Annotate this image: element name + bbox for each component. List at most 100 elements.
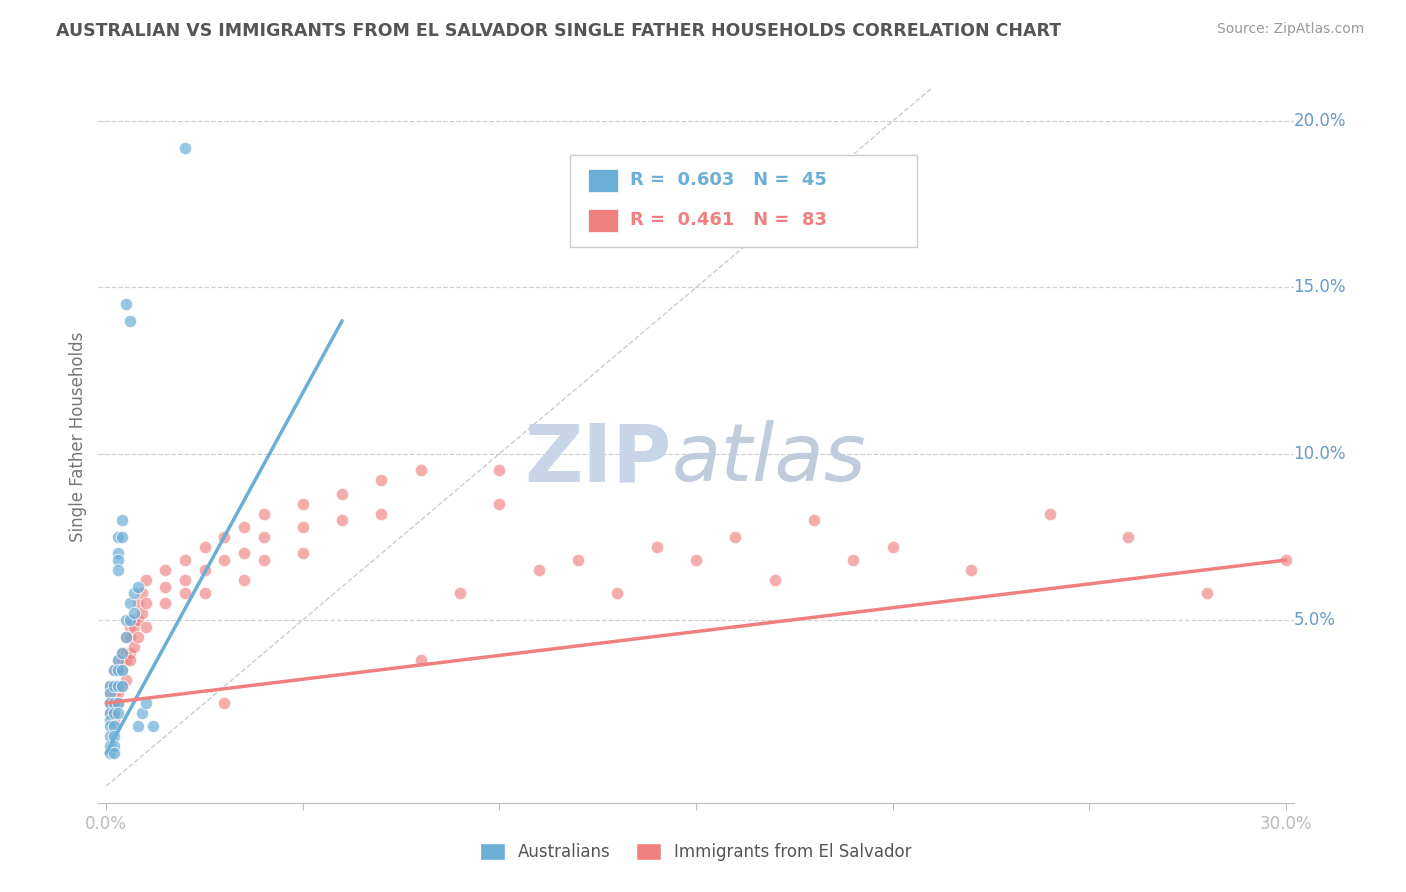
Point (155, 596, 177, 610)
Text: 15.0%: 15.0% (1294, 278, 1346, 296)
Point (107, 686, 129, 700)
Point (127, 580, 149, 594)
Point (115, 630, 138, 644)
Point (291, 497, 314, 511)
Point (115, 613, 138, 627)
Point (98, 739, 121, 754)
Point (842, 553, 865, 567)
Point (193, 586, 215, 600)
Point (98, 729, 121, 743)
Point (118, 619, 141, 633)
Point (115, 297, 138, 311)
Point (135, 596, 157, 610)
Point (212, 530, 235, 544)
Point (370, 473, 392, 487)
Point (111, 663, 134, 677)
Point (527, 563, 550, 577)
Point (98, 713, 121, 727)
Point (135, 696, 157, 710)
Point (1195, 586, 1218, 600)
Point (174, 586, 197, 600)
Point (111, 530, 134, 544)
Point (107, 653, 129, 667)
Point (98, 686, 121, 700)
Point (111, 653, 134, 667)
FancyBboxPatch shape (571, 155, 917, 247)
Point (409, 463, 432, 477)
Point (122, 619, 145, 633)
Point (98, 696, 121, 710)
Point (131, 607, 153, 621)
Point (111, 646, 134, 660)
Point (107, 563, 129, 577)
Point (174, 141, 197, 155)
Point (118, 646, 141, 660)
Point (135, 619, 157, 633)
Point (127, 613, 149, 627)
Point (212, 553, 235, 567)
Point (131, 586, 153, 600)
Point (645, 540, 668, 554)
Point (118, 596, 141, 610)
Point (724, 530, 747, 544)
Point (193, 563, 215, 577)
Point (127, 719, 149, 733)
Point (488, 497, 510, 511)
Point (107, 663, 129, 677)
Point (567, 553, 589, 567)
Text: R =  0.461   N =  83: R = 0.461 N = 83 (630, 211, 827, 229)
Point (103, 680, 125, 694)
Point (122, 640, 145, 654)
Point (118, 613, 141, 627)
Point (252, 507, 274, 521)
Point (103, 706, 125, 720)
Point (103, 696, 125, 710)
Point (103, 696, 125, 710)
Point (107, 653, 129, 667)
Point (685, 553, 707, 567)
Text: 20.0%: 20.0% (1294, 112, 1346, 130)
Point (98, 719, 121, 733)
Point (763, 573, 786, 587)
Text: AUSTRALIAN VS IMMIGRANTS FROM EL SALVADOR SINGLE FATHER HOUSEHOLDS CORRELATION C: AUSTRALIAN VS IMMIGRANTS FROM EL SALVADO… (56, 22, 1062, 40)
Point (103, 729, 125, 743)
Point (193, 540, 215, 554)
Point (115, 653, 138, 667)
Point (291, 520, 314, 534)
Point (115, 630, 138, 644)
Point (103, 739, 125, 754)
Point (118, 630, 141, 644)
Point (103, 706, 125, 720)
Legend: Australians, Immigrants from El Salvador: Australians, Immigrants from El Salvador (474, 836, 918, 868)
Point (803, 513, 825, 527)
Point (882, 540, 904, 554)
Text: Source: ZipAtlas.com: Source: ZipAtlas.com (1216, 22, 1364, 37)
Point (98, 680, 121, 694)
Point (330, 513, 353, 527)
Point (370, 507, 392, 521)
Point (107, 530, 129, 544)
Point (252, 553, 274, 567)
Point (127, 596, 149, 610)
Point (107, 706, 129, 720)
Point (409, 653, 432, 667)
Point (1274, 553, 1296, 567)
Point (449, 586, 471, 600)
Text: 10.0%: 10.0% (1294, 445, 1346, 463)
Point (252, 530, 274, 544)
Point (107, 553, 129, 567)
Point (98, 686, 121, 700)
Point (98, 746, 121, 760)
Point (135, 573, 157, 587)
Point (107, 546, 129, 560)
Point (107, 680, 129, 694)
Point (488, 463, 510, 477)
Point (98, 706, 121, 720)
Point (103, 680, 125, 694)
Point (142, 719, 165, 733)
Point (103, 713, 125, 727)
Point (111, 680, 134, 694)
Point (291, 546, 314, 560)
Bar (589, 209, 619, 232)
Point (115, 646, 138, 660)
